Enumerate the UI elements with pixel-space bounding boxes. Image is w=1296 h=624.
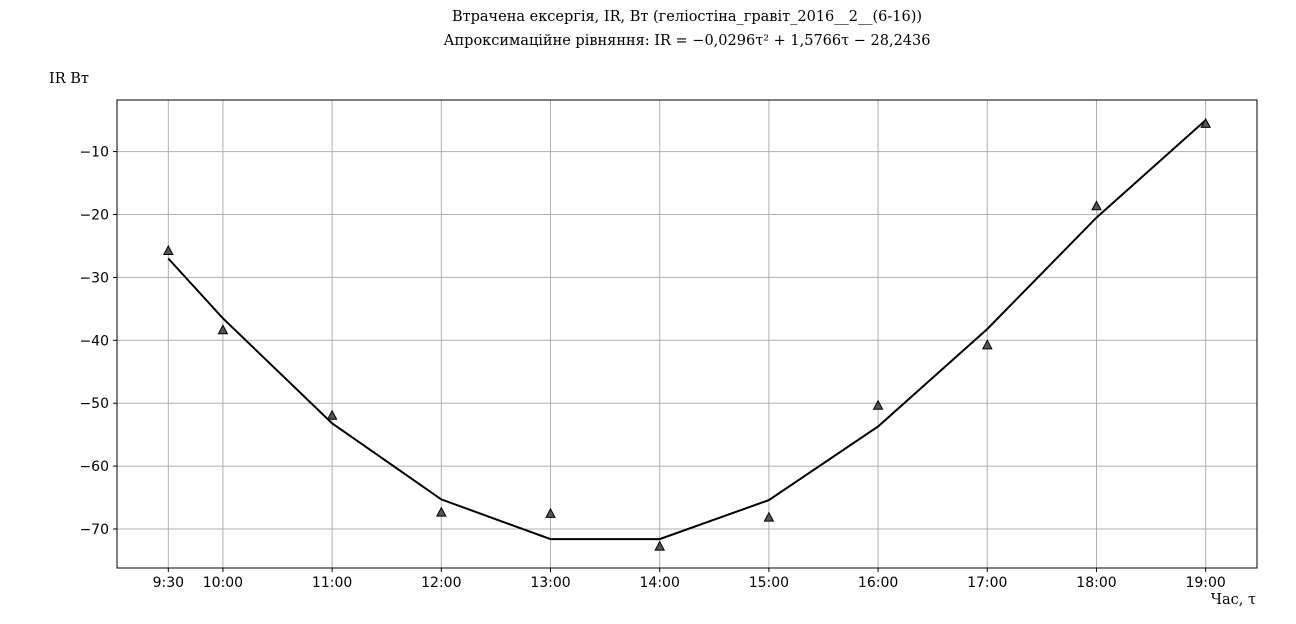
plot-frame	[116, 99, 1258, 569]
x-tick-label: 15:00	[749, 575, 789, 591]
chart-title: Втрачена ексергія, IR, Вт (геліостіна_гр…	[451, 9, 923, 25]
x-tick-label: 17:00	[967, 575, 1007, 591]
approximation-line	[167, 119, 1207, 541]
x-tick-label: 13:00	[530, 575, 570, 591]
y-tick-label: −60	[79, 459, 109, 475]
data-point-marker	[326, 409, 338, 420]
x-tick-label: 14:00	[640, 575, 680, 591]
data-point-marker	[981, 339, 993, 350]
x-tick-label: 19:00	[1185, 575, 1225, 591]
x-tick-label: 16:00	[858, 575, 898, 591]
data-point-marker	[763, 511, 775, 522]
data-point-marker	[162, 244, 174, 255]
x-tick-label: 18:00	[1076, 575, 1116, 591]
y-axis-label: IR Вт	[49, 71, 89, 87]
data-point-marker	[654, 540, 666, 551]
y-tick-label: −10	[79, 145, 109, 161]
data-point-marker	[435, 506, 447, 517]
x-tick-label: 12:00	[421, 575, 461, 591]
data-point-marker	[545, 507, 556, 518]
y-tick-label: −30	[79, 270, 109, 286]
x-tick-label: 10:00	[203, 575, 243, 591]
data-point-marker	[872, 399, 884, 410]
y-tick-label: −70	[79, 522, 109, 538]
data-point-marker	[1091, 200, 1102, 211]
y-tick-label: −40	[79, 333, 109, 349]
y-tick-label: −20	[79, 207, 109, 223]
data-point-marker	[217, 324, 229, 335]
y-tick-label: −50	[79, 396, 109, 412]
data-point-marker	[1200, 117, 1212, 128]
x-tick-label: 11:00	[312, 575, 352, 591]
chart-subtitle: Апроксимаційне рівняння: IR = −0,0296τ² …	[443, 33, 931, 49]
x-axis-label: Час, τ	[1210, 592, 1256, 608]
x-tick-label: 9:30	[153, 575, 184, 591]
